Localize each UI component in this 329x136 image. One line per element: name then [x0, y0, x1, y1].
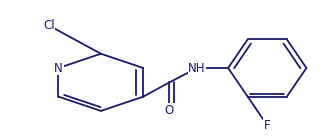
Text: NH: NH	[189, 61, 206, 75]
Text: O: O	[165, 104, 174, 117]
Text: N: N	[54, 61, 63, 75]
Text: Cl: Cl	[43, 19, 55, 32]
Text: F: F	[264, 119, 270, 132]
